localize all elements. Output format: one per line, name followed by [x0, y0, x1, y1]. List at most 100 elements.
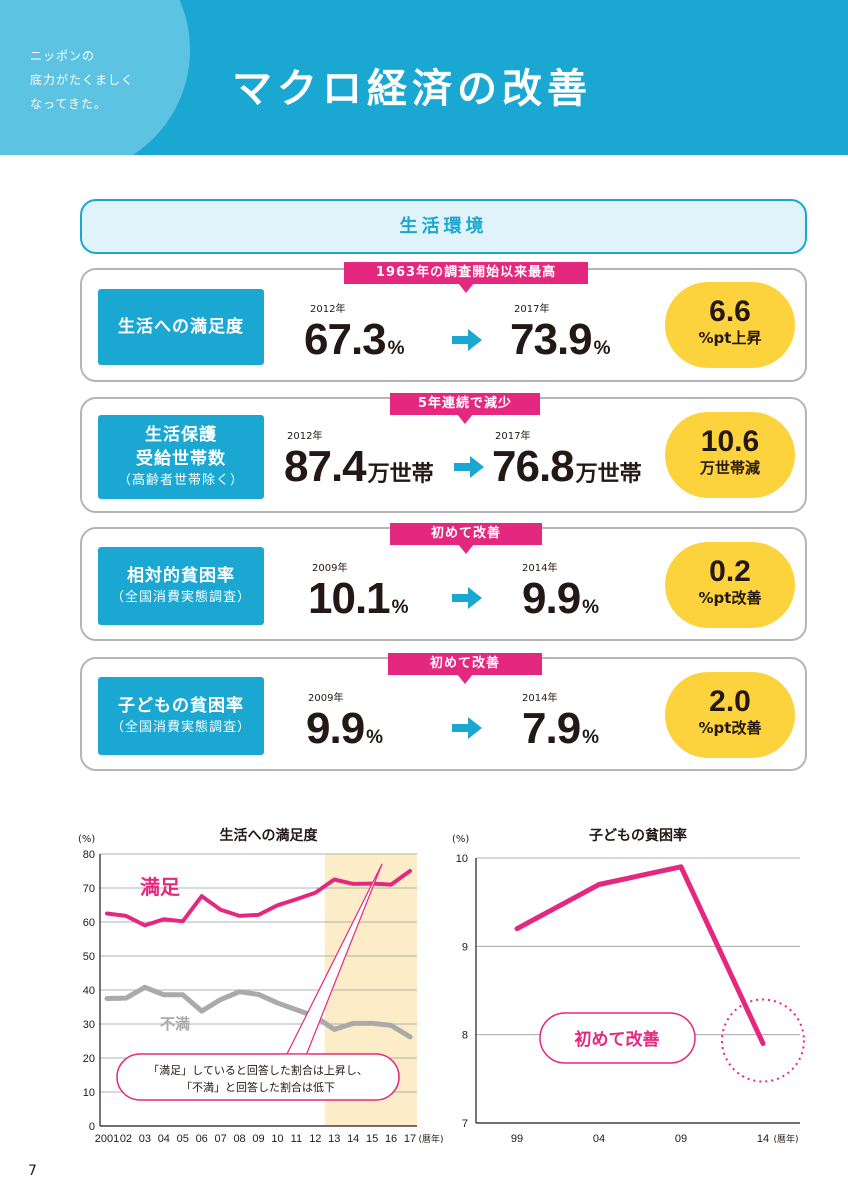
chart-title: 生活への満足度: [220, 827, 319, 844]
to-value-unit: 万世帯: [575, 462, 642, 487]
chart-title: 子どもの貧困率: [589, 827, 687, 844]
change-unit: %pt改善: [698, 719, 762, 737]
change-value: 10.6: [700, 425, 760, 458]
indicator-callout: 初めて改善: [388, 653, 542, 684]
from-value: 87.4万世帯: [284, 445, 434, 489]
x-tick-label: 14: [757, 1133, 769, 1145]
indicator-callout: 5年連続で減少: [390, 393, 540, 424]
indicator-label: 相対的貧困率 （全国消費実態調査）: [98, 547, 264, 625]
from-year: 2012年: [287, 431, 323, 442]
x-tick-label: 04: [158, 1133, 170, 1145]
indicator-label-main: 子どもの貧困率: [118, 696, 244, 716]
from-value: 10.1%: [308, 577, 409, 621]
indicator-label: 生活への満足度: [98, 289, 264, 365]
callout-text: 初めて改善: [430, 526, 501, 541]
page-number: 7: [28, 1163, 37, 1179]
to-year: 2017年: [514, 304, 550, 315]
to-value: 7.9%: [522, 707, 599, 751]
indicator-label-note: （全国消費実態調査）: [110, 590, 251, 605]
indicator-card-child-poverty: 子どもの貧困率 （全国消費実態調査） 初めて改善 2009年 9.9% 2014…: [80, 653, 807, 771]
indicator-label-note: （全国消費実態調査）: [110, 720, 251, 735]
x-tick-label: 09: [675, 1133, 687, 1145]
x-tick-label: 99: [511, 1133, 523, 1145]
x-tick-label: 10: [271, 1133, 283, 1145]
page-title: マクロ経済の改善: [232, 66, 592, 112]
from-value: 9.9%: [306, 707, 383, 751]
callout-tail: [458, 283, 474, 293]
indicator-label-main: 相対的貧困率: [127, 566, 235, 586]
x-tick-label: 07: [215, 1133, 227, 1145]
x-axis-label: (暦年): [418, 1133, 443, 1145]
indicator-label-sub: 受給世帯数: [136, 449, 226, 469]
series-line: [514, 864, 766, 1046]
indicator-label: 生活保護 受給世帯数 （高齢者世帯除く）: [98, 415, 264, 499]
indicator-label-main: 生活への満足度: [118, 317, 244, 337]
x-tick-label: 11: [291, 1133, 302, 1145]
tagline-line-3: なってきた。: [30, 97, 108, 111]
right-arrow-icon: [452, 587, 482, 609]
right-arrow-icon: [452, 717, 482, 739]
indicator-label-main: 生活保護: [145, 425, 217, 445]
y-tick-label: 8: [462, 1030, 468, 1042]
y-tick-label: 40: [83, 985, 95, 997]
change-unit: 万世帯減: [699, 459, 760, 477]
header-tagline: ニッポンの 底力がたくましく なってきた。: [30, 44, 134, 116]
to-value: 9.9%: [522, 577, 599, 621]
to-value: 76.8万世帯: [492, 445, 642, 489]
indicator-callout: 1963年の調査開始以来最高: [344, 262, 588, 293]
header-circle-decoration: [0, 0, 190, 155]
to-value-number: 76.8: [492, 442, 575, 491]
annotation-joint: [280, 1054, 310, 1058]
y-unit-label: (%): [78, 834, 95, 845]
callout-text: 初めて改善: [429, 656, 500, 671]
indicator-label-note: （高齢者世帯除く）: [117, 473, 244, 488]
x-tick-label: 04: [593, 1133, 605, 1145]
y-tick-label: 9: [462, 941, 468, 953]
x-tick-label: 02: [120, 1133, 132, 1145]
x-tick-label: 08: [233, 1133, 245, 1145]
change-value: 6.6: [709, 295, 751, 328]
from-value-unit: %: [366, 727, 384, 748]
callout-tail: [458, 544, 474, 554]
indicator-callout: 初めて改善: [390, 523, 542, 554]
x-tick-label: 03: [139, 1133, 151, 1145]
y-tick-label: 70: [83, 883, 95, 895]
from-year: 2009年: [308, 693, 344, 704]
from-value: 67.3%: [304, 318, 405, 362]
from-year: 2009年: [312, 563, 348, 574]
x-tick-label: 05: [177, 1133, 189, 1145]
x-tick-label: 14: [347, 1133, 359, 1145]
to-year: 2014年: [522, 563, 558, 574]
annotation-text-line-2: 「不満」と回答した割合は低下: [181, 1080, 335, 1094]
right-arrow-icon: [452, 329, 482, 351]
to-value: 73.9%: [510, 318, 611, 362]
change-badge: 6.6 %pt上昇: [665, 282, 795, 368]
to-value-unit: %: [593, 338, 611, 359]
from-value-number: 87.4: [284, 442, 367, 491]
callout-text: 1963年の調査開始以来最高: [375, 265, 557, 280]
to-value-unit: %: [582, 597, 600, 618]
to-value-unit: %: [582, 727, 600, 748]
annotation-text: 初めて改善: [575, 1029, 660, 1050]
callout-tail: [457, 414, 473, 424]
y-tick-label: 80: [83, 849, 95, 861]
y-tick-label: 30: [83, 1019, 95, 1031]
indicator-card-life-satisfaction: 生活への満足度 1963年の調査開始以来最高 2012年 67.3% 2017年…: [80, 262, 807, 382]
section-title: 生活環境: [80, 199, 807, 254]
change-badge: 2.0 %pt改善: [665, 672, 795, 758]
change-badge: 0.2 %pt改善: [665, 542, 795, 628]
y-tick-label: 10: [83, 1087, 95, 1099]
from-year: 2012年: [310, 304, 346, 315]
annotation-box: [116, 1053, 400, 1101]
series-label-satisfied: 満足: [140, 875, 181, 899]
y-tick-label: 0: [89, 1121, 95, 1133]
indicator-label: 子どもの貧困率 （全国消費実態調査）: [98, 677, 264, 755]
x-tick-label: 13: [328, 1133, 340, 1145]
to-value-number: 73.9: [510, 315, 593, 364]
y-tick-label: 20: [83, 1053, 95, 1065]
page-header: ニッポンの 底力がたくましく なってきた。 マクロ経済の改善: [0, 0, 848, 155]
change-badge: 10.6 万世帯減: [665, 412, 795, 498]
x-tick-label: 09: [252, 1133, 264, 1145]
x-tick-label: 17: [404, 1133, 416, 1145]
